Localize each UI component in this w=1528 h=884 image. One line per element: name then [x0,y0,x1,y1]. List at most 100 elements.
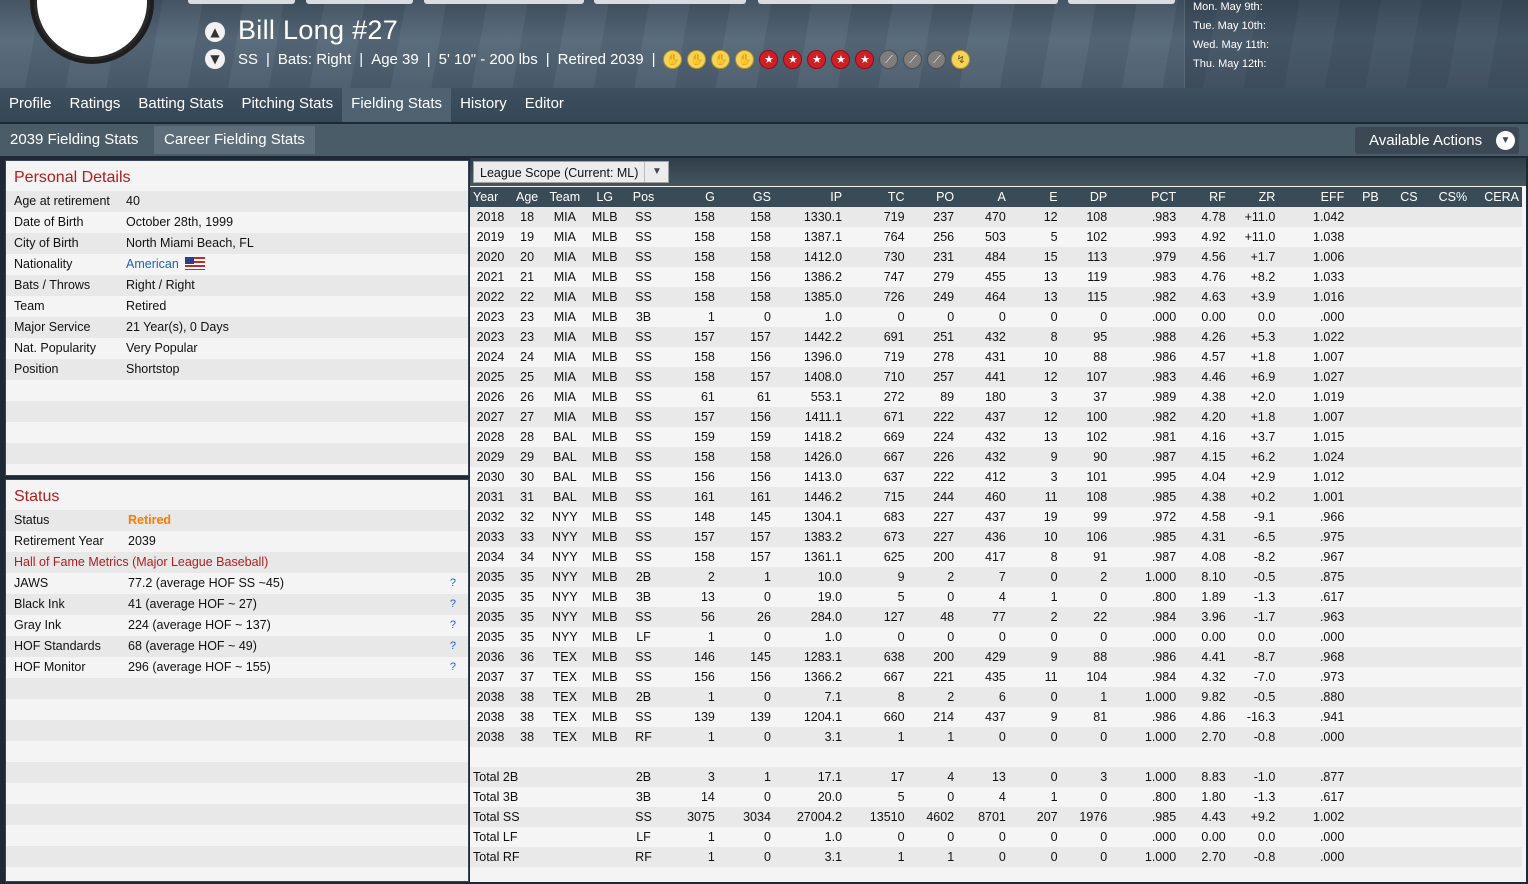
table-cell: .000 [1110,627,1180,647]
retirement-year-label: Retirement Year [14,534,104,548]
column-header[interactable]: EFF [1278,187,1348,207]
table-cell: 1411.1 [773,407,846,427]
table-cell: 3B [623,787,664,807]
column-header[interactable]: CERA [1470,187,1522,207]
column-header[interactable]: CS [1381,187,1421,207]
table-cell: 101 [1060,467,1111,487]
help-icon[interactable]: ? [449,577,456,589]
table-cell: 0 [907,827,958,847]
tab-ratings[interactable]: Ratings [69,95,121,112]
detail-value[interactable]: American [126,257,179,271]
table-cell: 8.83 [1179,767,1229,787]
tab-batting-stats[interactable]: Batting Stats [138,95,224,112]
top-tab-stub[interactable] [188,0,295,4]
column-header[interactable]: TC [845,187,908,207]
help-icon[interactable]: ? [449,661,456,673]
column-header[interactable]: Year [470,187,511,207]
table-cell [1420,227,1471,247]
table-cell: 2 [1060,567,1111,587]
column-header[interactable]: E [1008,187,1061,207]
table-cell: MLB [586,407,624,427]
column-header[interactable]: DP [1060,187,1111,207]
tab-career-fielding[interactable]: Career Fielding Stats [154,126,315,154]
table-cell: TEX [543,687,587,707]
table-cell: RF [623,847,664,867]
table-cell: -1.3 [1228,587,1279,607]
table-cell: .984 [1110,667,1180,687]
column-header[interactable]: Age [510,187,544,207]
column-header[interactable]: A [957,187,1009,207]
table-cell [1470,647,1522,667]
table-cell: MLB [586,327,624,347]
top-tab-stub[interactable] [306,0,413,4]
table-cell: .986 [1110,707,1180,727]
next-player-button[interactable]: ▼ [205,49,225,69]
tab-profile[interactable]: Profile [9,95,52,112]
top-tab-stub[interactable] [424,0,584,4]
table-cell: 3 [1008,387,1061,407]
table-cell: 5 [1008,227,1061,247]
help-icon[interactable]: ? [449,640,456,652]
column-header[interactable]: IP [773,187,846,207]
previous-player-button[interactable]: ▲ [205,22,225,42]
table-cell: BAL [543,467,587,487]
table-cell: 158 [717,227,774,247]
table-cell: 671 [845,407,908,427]
table-cell: .986 [1110,347,1180,367]
tab-season-fielding[interactable]: 2039 Fielding Stats [10,131,139,148]
tab-editor[interactable]: Editor [524,95,564,112]
top-tab-stub[interactable] [1068,0,1175,4]
table-cell: 156 [663,667,718,687]
hof-metric-value: 77.2 (average HOF SS ~45) [128,576,284,590]
column-header[interactable]: Team [543,187,587,207]
detail-value: Shortstop [126,362,180,376]
column-header[interactable]: RF [1179,187,1229,207]
chevron-down-icon: ▼ [644,162,668,182]
table-cell [1381,587,1421,607]
top-tab-stub[interactable] [594,0,746,4]
glove-badge-icon: ✋ [735,50,755,69]
column-header[interactable]: GS [717,187,774,207]
table-cell: 30 [510,467,544,487]
totals-row: Total LF LF 1 0 1.0 0 0 0 0 0.000 0.00 0.0.000 [470,827,1522,847]
table-cell [1420,387,1471,407]
table-cell: MLB [586,707,624,727]
table-cell: 2038 [470,707,511,727]
column-header[interactable]: PO [907,187,958,207]
tab-history[interactable]: History [460,95,507,112]
table-cell: 231 [907,247,958,267]
league-scope-select[interactable]: League Scope (Current: ML) ▼ [473,161,670,183]
table-cell: 2038 [470,727,511,747]
table-cell: MIA [543,307,587,327]
table-cell: TEX [543,667,587,687]
league-scope-label: League Scope (Current: ML) [480,166,639,180]
column-header[interactable]: PB [1347,187,1382,207]
table-cell [1470,307,1522,327]
column-header[interactable]: LG [586,187,624,207]
column-header[interactable]: G [663,187,718,207]
separator: | [545,51,550,68]
table-cell: 2026 [470,387,511,407]
table-cell: 1 [663,627,718,647]
table-cell: 8701 [957,807,1009,827]
help-icon[interactable]: ? [449,598,456,610]
column-header[interactable]: PCT [1110,187,1180,207]
column-header[interactable]: ZR [1228,187,1279,207]
column-header[interactable]: Pos [623,187,664,207]
available-actions-button[interactable]: Available Actions ▼ [1355,127,1519,154]
table-cell [1420,567,1471,587]
tab-pitching-stats[interactable]: Pitching Stats [241,95,334,112]
tab-fielding-stats[interactable]: Fielding Stats [342,88,452,122]
column-header[interactable]: CS% [1420,187,1471,207]
table-cell: 691 [845,327,908,347]
table-cell: .984 [1110,607,1180,627]
table-cell [1470,687,1522,707]
table-cell: MIA [543,327,587,347]
totals-label: Total 2B [470,767,624,787]
table-cell: 115 [1060,287,1111,307]
help-icon[interactable]: ? [449,619,456,631]
top-tab-stub[interactable] [758,0,1058,4]
table-cell: 0 [717,627,774,647]
table-cell: SS [623,247,664,267]
table-cell: 1.038 [1278,227,1348,247]
